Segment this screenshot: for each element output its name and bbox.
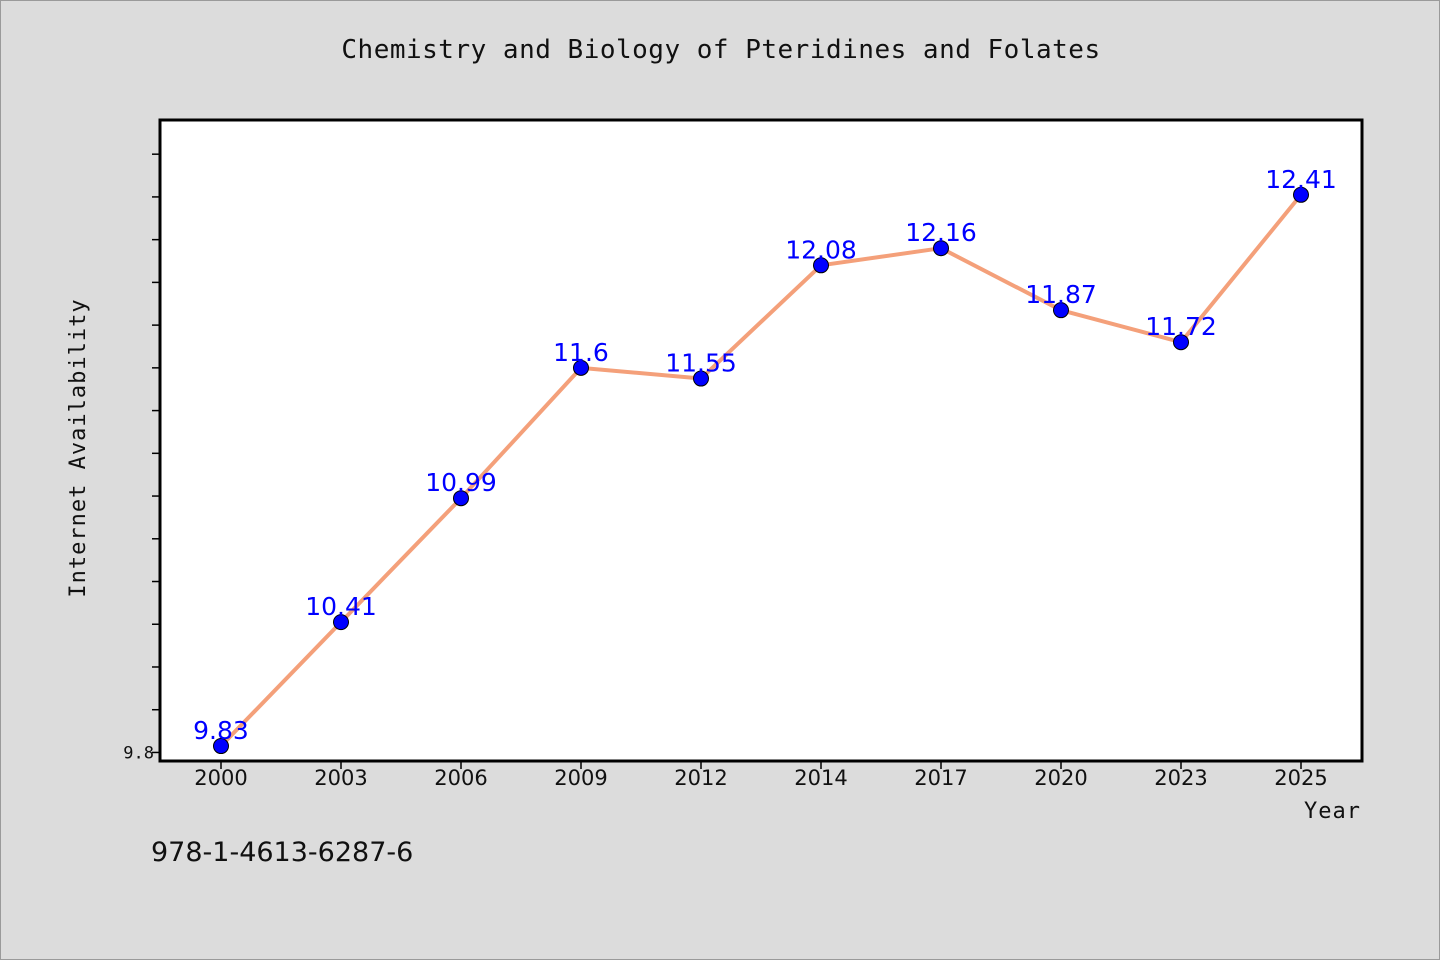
x-tick-label: 2006	[434, 766, 487, 790]
x-tick-label: 2012	[674, 766, 727, 790]
data-point	[213, 738, 229, 755]
data-label: 11.87	[1025, 280, 1097, 309]
data-label: 11.6	[553, 338, 609, 367]
data-point	[573, 359, 589, 376]
y-axis-label: Internet Availability	[66, 298, 91, 597]
series-line	[219, 193, 1303, 748]
y-axis-ticks: 9.8	[123, 153, 160, 763]
data-label: 12.08	[785, 235, 857, 264]
data-point	[1053, 302, 1069, 319]
x-axis-label: Year	[1304, 799, 1361, 824]
chart-title: Chemistry and Biology of Pteridines and …	[341, 35, 1101, 65]
x-tick-label: 2025	[1274, 766, 1327, 790]
data-point	[1293, 186, 1309, 203]
data-label: 9.83	[193, 716, 249, 745]
data-label: 10.99	[425, 468, 497, 497]
series-layer	[213, 186, 1309, 755]
plot-area	[158, 118, 1364, 763]
data-point	[813, 257, 829, 274]
x-tick-label: 2017	[914, 766, 967, 790]
x-tick-label: 2003	[314, 766, 367, 790]
data-point	[453, 490, 469, 507]
isbn-text: 978-1-4613-6287-6	[151, 837, 414, 868]
data-point	[933, 240, 949, 257]
x-tick-label: 2000	[194, 766, 247, 790]
data-label: 12.16	[905, 218, 977, 247]
x-tick-label: 2020	[1034, 766, 1087, 790]
data-point	[693, 370, 709, 387]
data-point	[1173, 334, 1189, 351]
x-tick-label: 2023	[1154, 766, 1207, 790]
data-label: 11.55	[665, 349, 737, 378]
data-labels: 9.83 10.41 10.99 11.6 11.55 12.08 12.16 11.87 11…	[193, 165, 1337, 745]
data-point	[333, 614, 349, 631]
data-label: 10.41	[305, 592, 377, 621]
data-label: 11.72	[1145, 312, 1217, 341]
y-tick-label: 9.8	[123, 743, 154, 763]
data-label: 12.41	[1265, 165, 1337, 194]
x-tick-label: 2014	[794, 766, 847, 790]
x-axis-ticks: 2000 2003 2006 2009 2012 2014 2017 2020 2023 2025	[194, 761, 1328, 790]
x-tick-label: 2009	[554, 766, 607, 790]
